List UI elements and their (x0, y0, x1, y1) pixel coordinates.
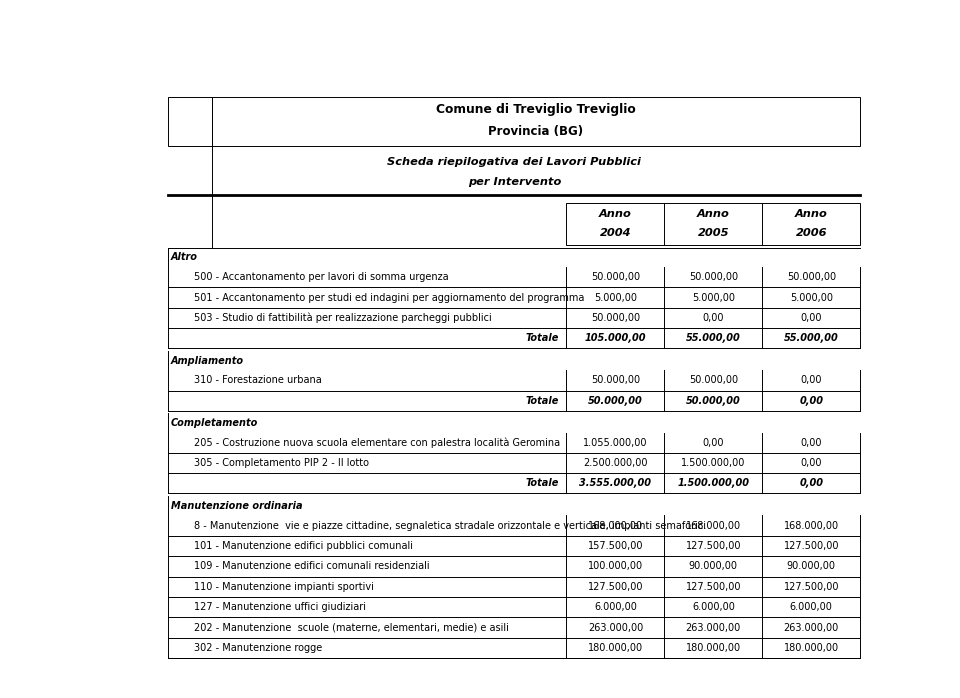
Text: 302 - Manutenzione rogge: 302 - Manutenzione rogge (194, 643, 323, 653)
Text: 0,00: 0,00 (801, 458, 822, 468)
Text: Anno: Anno (599, 209, 632, 219)
Text: 180.000,00: 180.000,00 (685, 643, 741, 653)
Text: 2006: 2006 (796, 228, 828, 237)
Text: Anno: Anno (795, 209, 828, 219)
Text: 263.000,00: 263.000,00 (588, 623, 643, 632)
Text: 263.000,00: 263.000,00 (685, 623, 741, 632)
Text: 127.500,00: 127.500,00 (685, 582, 741, 592)
Text: 501 - Accantonamento per studi ed indagini per aggiornamento del programma: 501 - Accantonamento per studi ed indagi… (194, 292, 585, 303)
Text: 503 - Studio di fattibilità per realizzazione parcheggi pubblici: 503 - Studio di fattibilità per realizza… (194, 313, 492, 323)
Text: 127.500,00: 127.500,00 (588, 582, 643, 592)
Text: 50.000,00: 50.000,00 (688, 376, 738, 385)
Text: 168.000,00: 168.000,00 (588, 521, 643, 530)
Text: 180.000,00: 180.000,00 (783, 643, 839, 653)
Text: Totale: Totale (525, 396, 559, 406)
Text: Totale: Totale (525, 478, 559, 489)
Bar (211, 97, 860, 146)
Text: 90.000,00: 90.000,00 (787, 561, 836, 572)
Text: Anno: Anno (697, 209, 730, 219)
Text: 0,00: 0,00 (801, 376, 822, 385)
Bar (168, 97, 211, 146)
Text: 2004: 2004 (600, 228, 631, 237)
Text: 55.000,00: 55.000,00 (784, 333, 839, 343)
Text: 263.000,00: 263.000,00 (783, 623, 839, 632)
Text: Completamento: Completamento (171, 418, 258, 428)
Text: 6.000,00: 6.000,00 (692, 602, 734, 612)
Text: 168.000,00: 168.000,00 (685, 521, 741, 530)
Text: 3.555.000,00: 3.555.000,00 (580, 478, 652, 489)
Text: 0,00: 0,00 (703, 313, 724, 323)
Text: 180.000,00: 180.000,00 (588, 643, 643, 653)
Text: 0,00: 0,00 (800, 478, 824, 489)
Text: 127.500,00: 127.500,00 (685, 541, 741, 551)
Text: 1.055.000,00: 1.055.000,00 (583, 438, 648, 448)
Text: 8 - Manutenzione  vie e piazze cittadine, segnaletica stradale orizzontale e ver: 8 - Manutenzione vie e piazze cittadine,… (194, 521, 707, 530)
Text: 6.000,00: 6.000,00 (594, 602, 636, 612)
Text: 5.000,00: 5.000,00 (790, 292, 833, 303)
Text: 127 - Manutenzione uffici giudiziari: 127 - Manutenzione uffici giudiziari (194, 602, 367, 612)
Text: 50.000,00: 50.000,00 (590, 313, 640, 323)
Bar (566, 203, 860, 245)
Text: 168.000,00: 168.000,00 (783, 521, 839, 530)
Text: 1.500.000,00: 1.500.000,00 (682, 458, 746, 468)
Text: Altro: Altro (171, 253, 198, 262)
Text: 1.500.000,00: 1.500.000,00 (678, 478, 750, 489)
Text: 50.000,00: 50.000,00 (688, 272, 738, 282)
Text: 310 - Forestazione urbana: 310 - Forestazione urbana (194, 376, 323, 385)
Text: 105.000,00: 105.000,00 (585, 333, 646, 343)
Text: 110 - Manutenzione impianti sportivi: 110 - Manutenzione impianti sportivi (194, 582, 374, 592)
Text: Scheda riepilogativa dei Lavori Pubblici: Scheda riepilogativa dei Lavori Pubblici (388, 156, 641, 167)
Text: 50.000,00: 50.000,00 (787, 272, 836, 282)
Text: 205 - Costruzione nuova scuola elementare con palestra località Geromina: 205 - Costruzione nuova scuola elementar… (194, 438, 561, 448)
Text: 50.000,00: 50.000,00 (590, 376, 640, 385)
Text: 55.000,00: 55.000,00 (686, 333, 741, 343)
Text: 2.500.000,00: 2.500.000,00 (583, 458, 648, 468)
Text: 305 - Completamento PIP 2 - II lotto: 305 - Completamento PIP 2 - II lotto (194, 458, 370, 468)
Text: per Intervento: per Intervento (468, 177, 561, 187)
Text: 127.500,00: 127.500,00 (783, 541, 839, 551)
Text: 100.000,00: 100.000,00 (588, 561, 643, 572)
Text: 0,00: 0,00 (801, 438, 822, 448)
Text: 101 - Manutenzione edifici pubblici comunali: 101 - Manutenzione edifici pubblici comu… (194, 541, 414, 551)
Text: Provincia (BG): Provincia (BG) (489, 124, 584, 138)
Text: 6.000,00: 6.000,00 (790, 602, 832, 612)
Text: Manutenzione ordinaria: Manutenzione ordinaria (171, 500, 302, 511)
Text: 2005: 2005 (698, 228, 729, 237)
Text: 90.000,00: 90.000,00 (689, 561, 738, 572)
Text: 0,00: 0,00 (703, 438, 724, 448)
Text: 127.500,00: 127.500,00 (783, 582, 839, 592)
Text: Comune di Treviglio Treviglio: Comune di Treviglio Treviglio (436, 103, 636, 116)
Text: Totale: Totale (525, 333, 559, 343)
Text: 500 - Accantonamento per lavori di somma urgenza: 500 - Accantonamento per lavori di somma… (194, 272, 449, 282)
Text: 50.000,00: 50.000,00 (588, 396, 643, 406)
Text: 157.500,00: 157.500,00 (588, 541, 643, 551)
Text: 109 - Manutenzione edifici comunali residenziali: 109 - Manutenzione edifici comunali resi… (194, 561, 430, 572)
Text: 50.000,00: 50.000,00 (590, 272, 640, 282)
Text: 202 - Manutenzione  scuole (materne, elementari, medie) e asili: 202 - Manutenzione scuole (materne, elem… (194, 623, 509, 632)
Text: 5.000,00: 5.000,00 (594, 292, 636, 303)
Text: 0,00: 0,00 (800, 396, 824, 406)
Text: 50.000,00: 50.000,00 (686, 396, 741, 406)
Text: Ampliamento: Ampliamento (171, 355, 244, 366)
Text: 0,00: 0,00 (801, 313, 822, 323)
Text: 5.000,00: 5.000,00 (692, 292, 734, 303)
